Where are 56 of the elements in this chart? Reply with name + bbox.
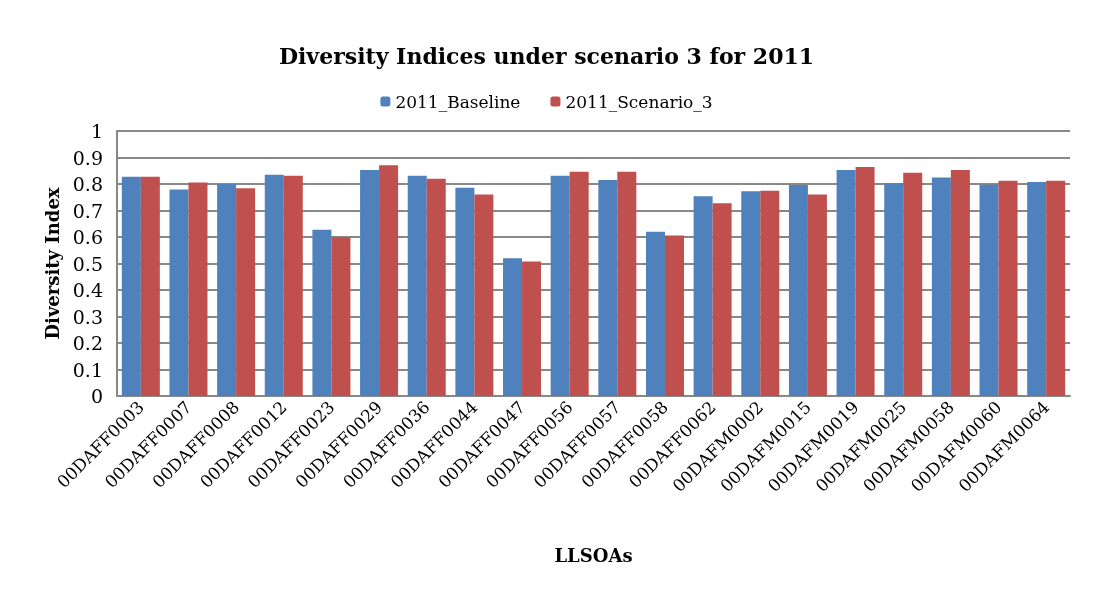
y-tick-label: 1 bbox=[90, 120, 103, 142]
bar bbox=[741, 191, 761, 396]
bar bbox=[569, 171, 589, 396]
bar bbox=[360, 169, 380, 396]
bar bbox=[455, 187, 475, 396]
bar bbox=[522, 261, 542, 396]
y-tick-label: 0.7 bbox=[72, 199, 103, 222]
y-tick-label: 0.2 bbox=[72, 332, 103, 354]
bar bbox=[140, 176, 160, 396]
bar bbox=[712, 203, 732, 396]
y-tick-label: 0.9 bbox=[72, 146, 103, 169]
bar bbox=[121, 176, 141, 396]
bar bbox=[598, 180, 618, 396]
bar bbox=[903, 172, 923, 396]
y-axis-title: Diversity Index bbox=[42, 187, 64, 340]
bar bbox=[664, 235, 684, 396]
bar bbox=[693, 196, 713, 396]
bar bbox=[807, 194, 827, 396]
bar bbox=[884, 183, 904, 396]
y-tick-label: 0 bbox=[90, 385, 103, 407]
bar bbox=[379, 165, 399, 396]
bar bbox=[331, 237, 351, 396]
bar bbox=[503, 258, 523, 396]
bar bbox=[836, 169, 856, 396]
bar bbox=[1027, 181, 1047, 396]
bar bbox=[550, 175, 570, 396]
bar bbox=[998, 180, 1018, 396]
bar bbox=[617, 171, 637, 396]
bar bbox=[645, 231, 665, 396]
y-tick-label: 0.6 bbox=[72, 226, 103, 248]
bar bbox=[264, 174, 284, 396]
bar bbox=[931, 177, 951, 396]
y-tick-label: 0.4 bbox=[72, 279, 103, 301]
y-tick-label: 0.3 bbox=[72, 305, 103, 328]
bar bbox=[217, 184, 237, 396]
bar bbox=[169, 189, 189, 396]
bar bbox=[407, 175, 427, 396]
legend-label: 2011_Scenario_3 bbox=[565, 91, 713, 112]
bar bbox=[236, 188, 256, 396]
bar bbox=[474, 194, 494, 396]
legend-label: 2011_Baseline bbox=[395, 91, 521, 112]
y-tick-label: 0.8 bbox=[72, 173, 103, 195]
bar bbox=[1046, 180, 1066, 396]
bar bbox=[426, 178, 446, 396]
bar bbox=[979, 184, 999, 396]
bar bbox=[788, 185, 808, 396]
bar bbox=[950, 169, 970, 396]
y-tick-label: 0.5 bbox=[72, 252, 103, 275]
bar bbox=[312, 229, 332, 396]
bar bbox=[188, 182, 208, 396]
y-tick-label: 0.1 bbox=[72, 358, 103, 381]
bar bbox=[760, 190, 780, 396]
chart-title: Diversity Indices under scenario 3 for 2011 bbox=[278, 43, 815, 69]
bar bbox=[855, 167, 875, 396]
bar bbox=[283, 175, 303, 396]
x-axis-title: LLSOAs bbox=[554, 544, 633, 566]
